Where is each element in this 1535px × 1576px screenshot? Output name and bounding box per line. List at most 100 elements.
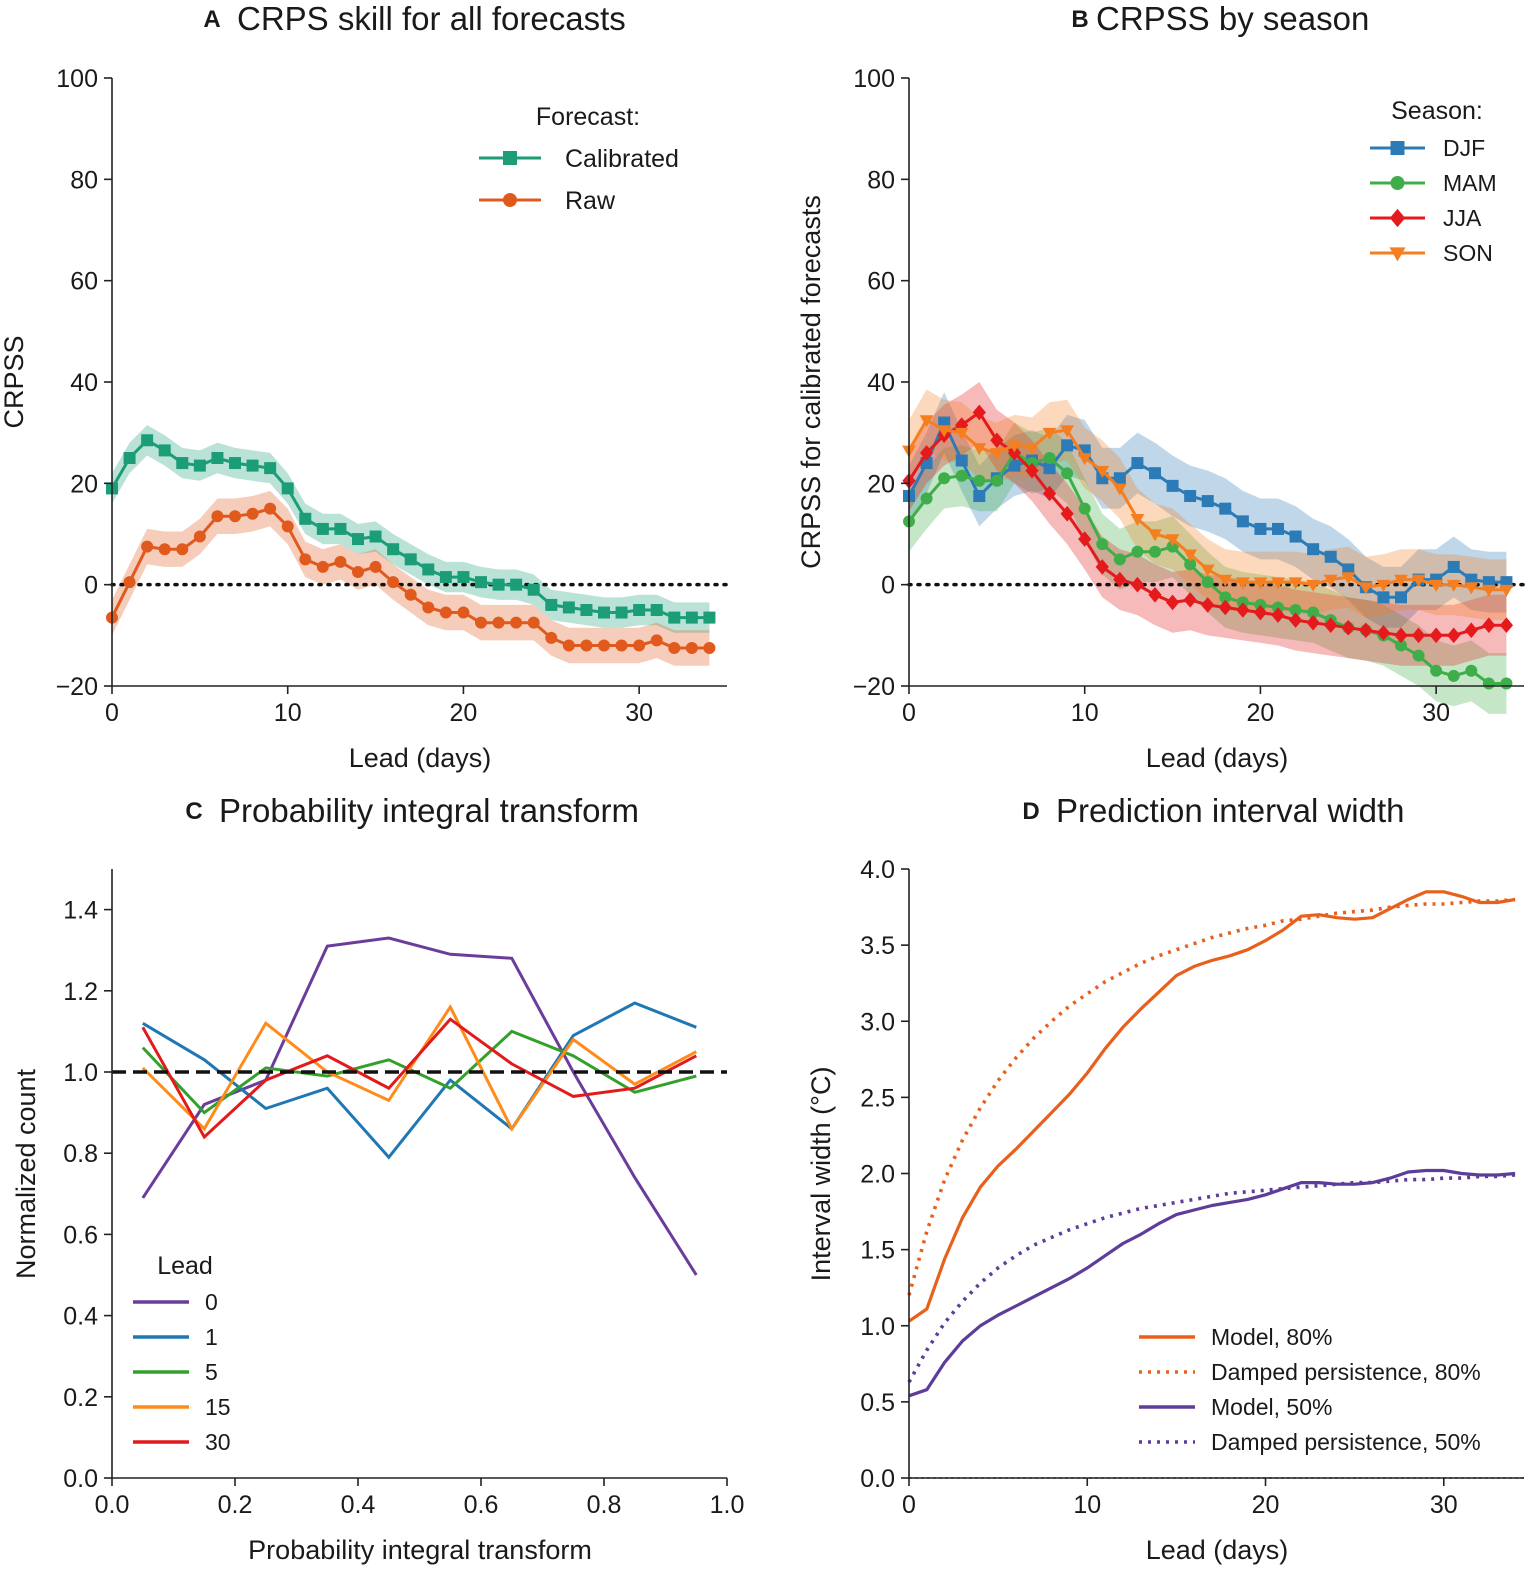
panel-a-point-calibrated (141, 434, 154, 447)
panel-a-point-calibrated (193, 459, 206, 472)
panel-b: B CRPSS by season Lead (days) CRPSS for … (796, 0, 1526, 773)
panel-a-point-raw (404, 588, 417, 601)
panel-a-point-raw (510, 616, 523, 629)
panel-b-point-son (1165, 534, 1180, 547)
panel-a-point-raw (475, 616, 487, 629)
panel-a-point-raw (527, 616, 540, 629)
panel-b-point-mam (1395, 639, 1407, 652)
panel-b-letter: B (1071, 6, 1088, 33)
panel-d-plot: 0 10 20 30 0.0 0.5 1.0 1.5 2.0 2.5 3.0 3.5 4.0 (860, 856, 1524, 1519)
panel-b-point-son (1095, 465, 1110, 478)
panel-a-point-raw (369, 560, 382, 573)
panel-b-point-son (1235, 577, 1250, 590)
panel-b-point-son (1429, 579, 1444, 592)
panel-b-point-son (1060, 425, 1075, 438)
panel-b-ylabel: CRPSS for calibrated forecasts (796, 195, 826, 569)
panel-a-y-tick-label: 0 (84, 572, 98, 600)
panel-a-point-raw (264, 502, 277, 515)
panel-b-point-mam (1149, 545, 1161, 558)
panel-b-y-tick-label: 100 (853, 65, 895, 93)
panel-c-x-tick-label: 1.0 (710, 1491, 745, 1519)
panel-c-y-tick-label: 0.8 (63, 1140, 98, 1168)
panel-a-point-calibrated (176, 457, 189, 470)
panel-b-point-djf (1113, 472, 1126, 485)
panel-a-point-calibrated (457, 571, 470, 584)
panel-b-point-jja (1183, 592, 1197, 608)
panel-a-point-calibrated (545, 598, 558, 611)
panel-b-point-jja (1394, 627, 1408, 644)
panel-b-point-son (1411, 574, 1426, 587)
panel-b-point-jja (1060, 505, 1074, 522)
panel-b-point-djf (1201, 495, 1214, 508)
panel-a-y-tick-label: 60 (70, 268, 98, 296)
panel-b-point-son (1376, 579, 1391, 592)
panel-c-line-lead-5 (141, 1029, 697, 1115)
panel-d-y-tick-label: 2.5 (860, 1084, 895, 1112)
panel-b-legend-label-jja: JJA (1443, 205, 1482, 231)
panel-b-y-tick-label: 60 (867, 268, 895, 296)
panel-c-y-tick-label: 1.2 (63, 978, 98, 1006)
panel-b-point-jja (1201, 597, 1215, 613)
panel-c-x-tick-label: 0.6 (464, 1491, 499, 1519)
panel-d-ylabel: Interval width (°C) (806, 1067, 836, 1282)
panel-a-point-calibrated (352, 533, 364, 546)
panel-b-point-son (972, 443, 987, 456)
panel-b-point-jja (1306, 614, 1320, 631)
panel-b-point-jja (1271, 607, 1285, 623)
panel-b-point-son (1253, 577, 1268, 590)
panel-b-point-son (1112, 483, 1127, 496)
panel-b-point-son (1025, 443, 1039, 456)
panel-a-letter: A (203, 6, 220, 33)
panel-c-x-tick-label: 0.0 (95, 1491, 130, 1519)
panel-b-point-djf (1184, 490, 1197, 502)
panel-a-legend-marker-raw (503, 193, 517, 207)
panel-a-point-raw (562, 639, 575, 652)
panel-a-point-raw (598, 639, 610, 652)
panel-b-point-son (954, 427, 969, 440)
panel-d-y-tick-label: 0.5 (860, 1389, 895, 1417)
panel-a-point-raw (229, 510, 241, 523)
panel-b-y-tick-label: 20 (867, 470, 895, 498)
panel-b-point-jja (1078, 531, 1092, 547)
panel-b-point-jja (1148, 587, 1162, 603)
panel-a-y-tick-label: 40 (70, 369, 98, 397)
panel-a-y-tick-label: 80 (70, 166, 98, 194)
panel-c-legend-title: Lead (157, 1252, 213, 1280)
panel-b-point-djf (973, 490, 986, 502)
panel-b-point-mam (1219, 591, 1232, 604)
panel-c-y-tick-label: 1.4 (63, 897, 98, 925)
panel-a-point-raw (422, 601, 435, 614)
panel-b-point-mam (1465, 664, 1478, 677)
panel-b-point-djf (1324, 550, 1337, 563)
panel-a-point-calibrated (158, 444, 171, 457)
panel-d-legend-label-persistence-80: Damped persistence, 80% (1211, 1359, 1481, 1385)
panel-a-point-raw (316, 560, 329, 573)
panel-b-point-djf (1219, 502, 1232, 515)
panel-a-point-raw (211, 510, 224, 523)
panel-a-point-raw (668, 642, 681, 654)
panel-a-point-raw (439, 606, 452, 619)
panel-b-point-mam (1482, 677, 1495, 690)
panel-a-legend-label-raw: Raw (565, 187, 616, 215)
panel-b-point-son (1200, 564, 1215, 577)
panel-b-point-mam (1043, 452, 1056, 464)
panel-a-point-raw (545, 631, 558, 644)
panel-c-ylabel: Normalized count (11, 1068, 41, 1279)
panel-a-point-raw (492, 616, 505, 629)
panel-b-point-mam (1113, 553, 1126, 566)
panel-a-point-calibrated (281, 482, 294, 495)
panel-a-point-calibrated (246, 459, 259, 472)
panel-d-x-tick-label: 20 (1252, 1491, 1280, 1519)
panel-b-point-mam (1184, 558, 1197, 571)
panel-b-point-mam (1447, 669, 1460, 682)
panel-b-point-jja (1499, 617, 1514, 633)
panel-b-point-djf (1166, 479, 1179, 492)
panel-a-point-calibrated (475, 576, 487, 589)
panel-b-point-jja (919, 445, 934, 461)
panel-b-x-tick-label: 20 (1247, 699, 1275, 727)
panel-b-point-mam (1201, 576, 1214, 589)
panel-b-point-mam (938, 472, 951, 485)
panel-b-x-tick-label: 30 (1422, 699, 1450, 727)
